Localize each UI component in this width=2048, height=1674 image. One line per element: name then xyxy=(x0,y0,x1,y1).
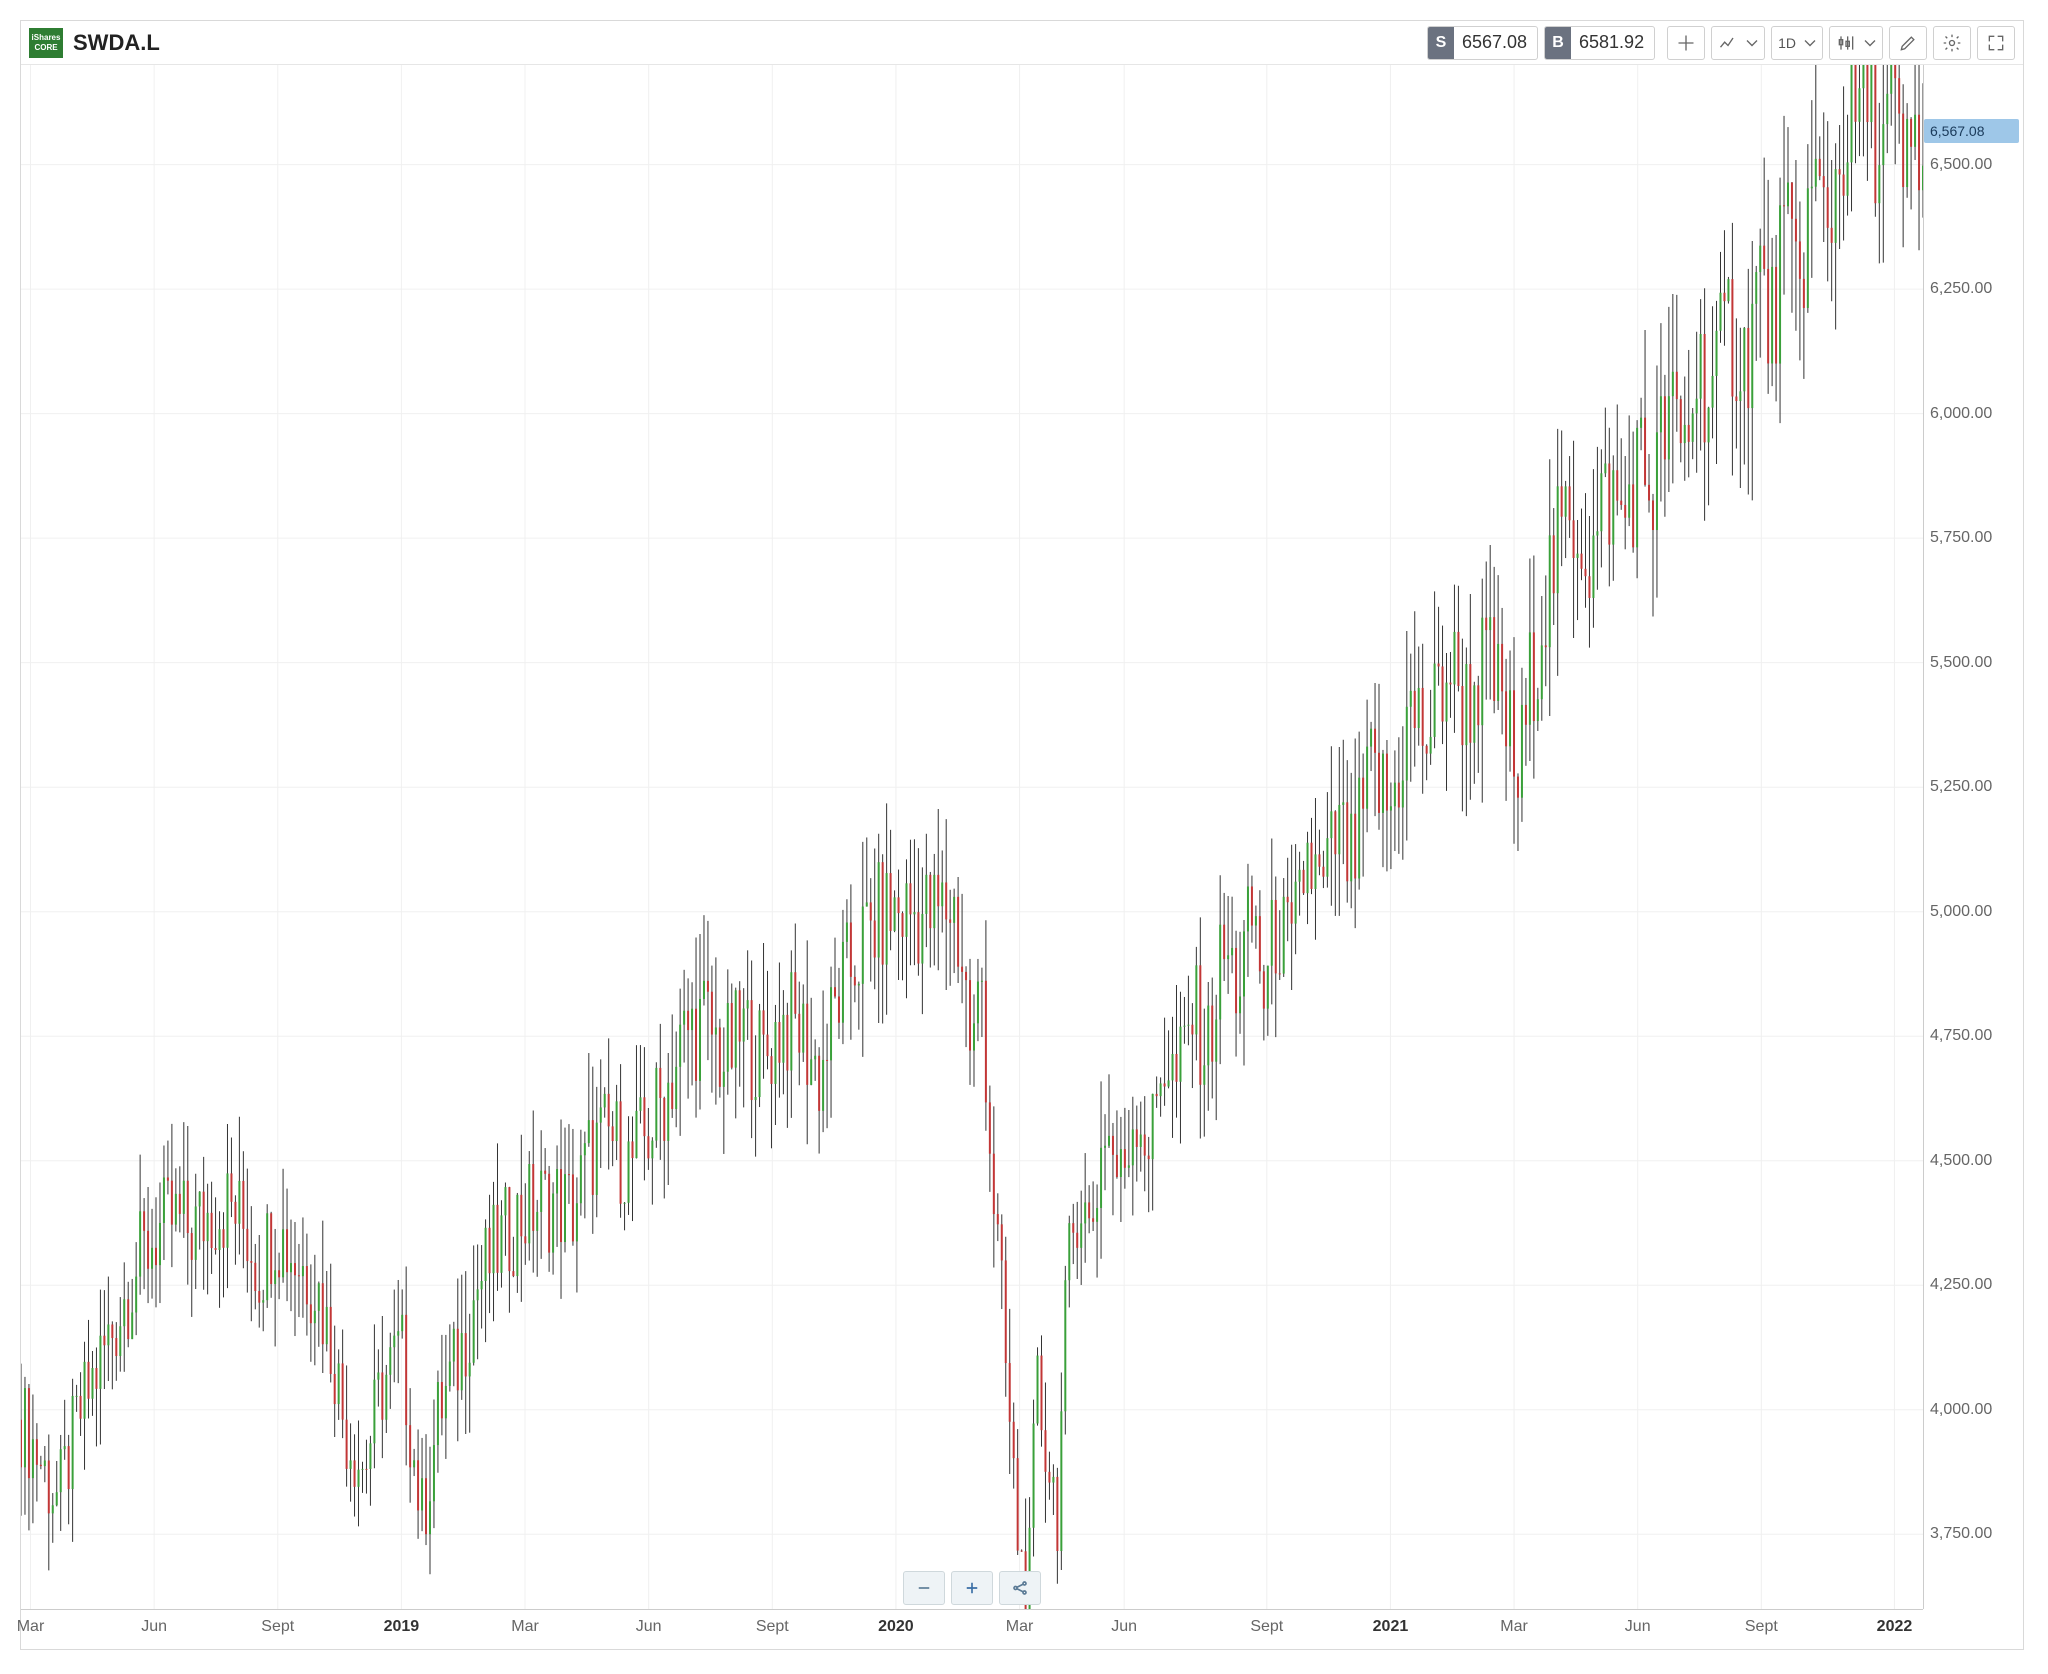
x-tick-label: Mar xyxy=(511,1618,539,1636)
buy-badge: B xyxy=(1545,27,1571,59)
x-axis[interactable]: Mar Jun Sept 2019 Mar Jun Sept 2020 Mar Jun Sept 20… xyxy=(21,1609,1923,1649)
interval-button[interactable]: 1D xyxy=(1771,26,1823,60)
sell-quote[interactable]: S 6567.08 xyxy=(1427,26,1538,60)
y-tick-label: 5,000.00 xyxy=(1930,903,1992,921)
share-button[interactable] xyxy=(999,1571,1041,1605)
logo-line-1: iShares xyxy=(32,33,61,43)
logo-line-2: CORE xyxy=(34,43,57,53)
sell-badge: S xyxy=(1428,27,1454,59)
y-tick-label: 5,500.00 xyxy=(1930,654,1992,672)
y-tick-label: 4,750.00 xyxy=(1930,1027,1992,1045)
y-tick-label: 6,000.00 xyxy=(1930,405,1992,423)
x-tick-label: Sept xyxy=(1745,1618,1778,1636)
gear-icon xyxy=(1942,33,1962,53)
plus-icon xyxy=(963,1579,981,1597)
candlestick-chart xyxy=(21,65,1923,1609)
chevron-down-icon xyxy=(1860,33,1880,53)
x-tick-label: 2021 xyxy=(1373,1618,1409,1636)
zoom-out-button[interactable] xyxy=(903,1571,945,1605)
y-tick-label: 5,750.00 xyxy=(1930,529,1992,547)
indicators-button[interactable] xyxy=(1711,26,1765,60)
x-tick-label: Sept xyxy=(1250,1618,1283,1636)
x-tick-label: 2020 xyxy=(878,1618,914,1636)
x-tick-label: 2019 xyxy=(384,1618,420,1636)
y-tick-label: 4,250.00 xyxy=(1930,1276,1992,1294)
chevron-down-icon xyxy=(1800,33,1820,53)
y-tick-label: 6,250.00 xyxy=(1930,280,1992,298)
chart-type-button[interactable] xyxy=(1829,26,1883,60)
x-tick-label: Sept xyxy=(261,1618,294,1636)
x-tick-label: Sept xyxy=(756,1618,789,1636)
x-tick-label: Mar xyxy=(1500,1618,1528,1636)
crosshair-icon xyxy=(1676,33,1696,53)
interval-label: 1D xyxy=(1778,35,1796,51)
toolbar: iShares CORE SWDA.L S 6567.08 B 6581.92 xyxy=(21,21,2023,65)
x-tick-label: Mar xyxy=(1006,1618,1034,1636)
candlestick-icon xyxy=(1836,33,1856,53)
buy-quote[interactable]: B 6581.92 xyxy=(1544,26,1655,60)
zoom-in-button[interactable] xyxy=(951,1571,993,1605)
zoom-controls xyxy=(903,1571,1041,1605)
settings-button[interactable] xyxy=(1933,26,1971,60)
minus-icon xyxy=(915,1579,933,1597)
expand-icon xyxy=(1986,33,2006,53)
x-tick-label: Mar xyxy=(17,1618,45,1636)
indicators-icon xyxy=(1718,33,1738,53)
draw-button[interactable] xyxy=(1889,26,1927,60)
price-flag: 6,567.08 xyxy=(1924,119,2019,143)
x-tick-label: Jun xyxy=(636,1618,662,1636)
buy-price: 6581.92 xyxy=(1579,32,1644,53)
y-tick-label: 3,750.00 xyxy=(1930,1525,1992,1543)
plot-area[interactable] xyxy=(21,65,1923,1609)
chevron-down-icon xyxy=(1742,33,1762,53)
x-tick-label: Jun xyxy=(1111,1618,1137,1636)
y-axis[interactable]: 3,750.00 4,000.00 4,250.00 4,500.00 4,750.00… xyxy=(1923,65,2023,1609)
y-tick-label: 4,000.00 xyxy=(1930,1401,1992,1419)
fullscreen-button[interactable] xyxy=(1977,26,2015,60)
share-icon xyxy=(1011,1579,1029,1597)
y-tick-label: 6,500.00 xyxy=(1930,156,1992,174)
pencil-icon xyxy=(1898,33,1918,53)
x-tick-label: 2022 xyxy=(1877,1618,1913,1636)
chart-panel: iShares CORE SWDA.L S 6567.08 B 6581.92 xyxy=(20,20,2024,1650)
y-tick-label: 5,250.00 xyxy=(1930,778,1992,796)
x-tick-label: Jun xyxy=(1625,1618,1651,1636)
crosshair-button[interactable] xyxy=(1667,26,1705,60)
x-tick-label: Jun xyxy=(141,1618,167,1636)
sell-price: 6567.08 xyxy=(1462,32,1527,53)
instrument-logo: iShares CORE xyxy=(29,28,63,58)
ticker-symbol[interactable]: SWDA.L xyxy=(73,30,160,56)
y-tick-label: 4,500.00 xyxy=(1930,1152,1992,1170)
